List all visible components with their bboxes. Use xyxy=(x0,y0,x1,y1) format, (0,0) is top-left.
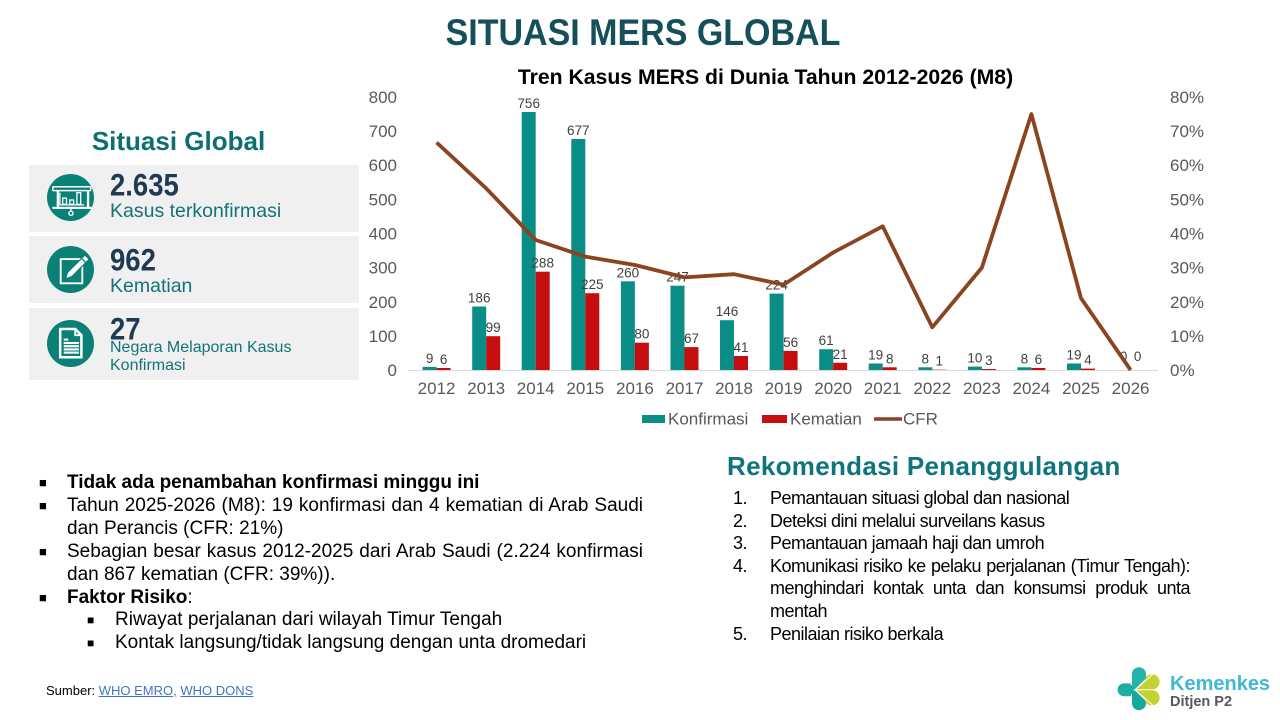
svg-text:186: 186 xyxy=(468,291,491,306)
svg-text:20%: 20% xyxy=(1170,293,1204,312)
svg-text:200: 200 xyxy=(369,293,397,312)
svg-text:10%: 10% xyxy=(1170,327,1204,346)
svg-text:2019: 2019 xyxy=(765,379,803,398)
svg-text:2013: 2013 xyxy=(467,379,505,398)
svg-text:60%: 60% xyxy=(1170,156,1204,175)
svg-text:80: 80 xyxy=(634,327,649,342)
svg-text:2023: 2023 xyxy=(963,379,1001,398)
svg-text:2014: 2014 xyxy=(517,379,555,398)
svg-text:6: 6 xyxy=(1035,352,1043,367)
svg-text:0: 0 xyxy=(1120,349,1128,364)
svg-text:2021: 2021 xyxy=(864,379,902,398)
svg-text:2026: 2026 xyxy=(1112,379,1150,398)
svg-text:99: 99 xyxy=(486,320,501,335)
svg-text:Kematian: Kematian xyxy=(790,410,862,429)
svg-text:Ditjen P2: Ditjen P2 xyxy=(1170,694,1232,710)
svg-text:41: 41 xyxy=(733,340,748,355)
svg-text:146: 146 xyxy=(716,304,739,319)
svg-text:70%: 70% xyxy=(1170,122,1204,141)
svg-text:400: 400 xyxy=(369,225,397,244)
svg-text:9: 9 xyxy=(426,351,434,366)
svg-text:300: 300 xyxy=(369,259,397,278)
svg-text:700: 700 xyxy=(369,122,397,141)
svg-text:6: 6 xyxy=(440,352,448,367)
svg-text:1: 1 xyxy=(936,354,944,369)
svg-text:Kemenkes: Kemenkes xyxy=(1170,673,1270,695)
svg-text:0%: 0% xyxy=(1170,361,1195,380)
svg-text:2025: 2025 xyxy=(1062,379,1100,398)
svg-text:2018: 2018 xyxy=(715,379,753,398)
svg-text:8: 8 xyxy=(1021,351,1029,366)
svg-text:600: 600 xyxy=(369,156,397,175)
svg-text:40%: 40% xyxy=(1170,225,1204,244)
svg-text:67: 67 xyxy=(684,331,699,346)
svg-text:2022: 2022 xyxy=(913,379,951,398)
svg-text:8: 8 xyxy=(922,351,930,366)
svg-text:8: 8 xyxy=(886,351,894,366)
svg-text:2016: 2016 xyxy=(616,379,654,398)
svg-text:50%: 50% xyxy=(1170,190,1204,209)
svg-text:225: 225 xyxy=(581,277,604,292)
svg-text:21: 21 xyxy=(833,347,848,362)
svg-text:677: 677 xyxy=(567,123,590,138)
svg-text:756: 756 xyxy=(517,96,540,111)
svg-text:19: 19 xyxy=(868,348,883,363)
svg-text:80%: 80% xyxy=(1170,88,1204,107)
svg-text:800: 800 xyxy=(369,88,397,107)
svg-text:61: 61 xyxy=(819,333,834,348)
svg-text:2017: 2017 xyxy=(666,379,704,398)
svg-text:19: 19 xyxy=(1066,348,1081,363)
svg-text:2024: 2024 xyxy=(1012,379,1050,398)
svg-text:4: 4 xyxy=(1084,353,1092,368)
svg-text:Tren Kasus MERS di Dunia Tahun: Tren Kasus MERS di Dunia Tahun 2012-2026… xyxy=(518,66,1013,89)
svg-text:500: 500 xyxy=(369,190,397,209)
svg-text:CFR: CFR xyxy=(903,410,938,429)
svg-text:2015: 2015 xyxy=(566,379,604,398)
svg-text:0: 0 xyxy=(388,361,397,380)
svg-text:56: 56 xyxy=(783,335,798,350)
svg-text:3: 3 xyxy=(985,353,993,368)
svg-text:0: 0 xyxy=(1134,349,1142,364)
svg-text:30%: 30% xyxy=(1170,259,1204,278)
svg-text:288: 288 xyxy=(531,256,554,271)
svg-text:100: 100 xyxy=(369,327,397,346)
svg-text:10: 10 xyxy=(967,351,982,366)
svg-text:Konfirmasi: Konfirmasi xyxy=(668,410,748,429)
svg-text:260: 260 xyxy=(617,265,640,280)
svg-text:2020: 2020 xyxy=(814,379,852,398)
svg-text:2012: 2012 xyxy=(418,379,456,398)
